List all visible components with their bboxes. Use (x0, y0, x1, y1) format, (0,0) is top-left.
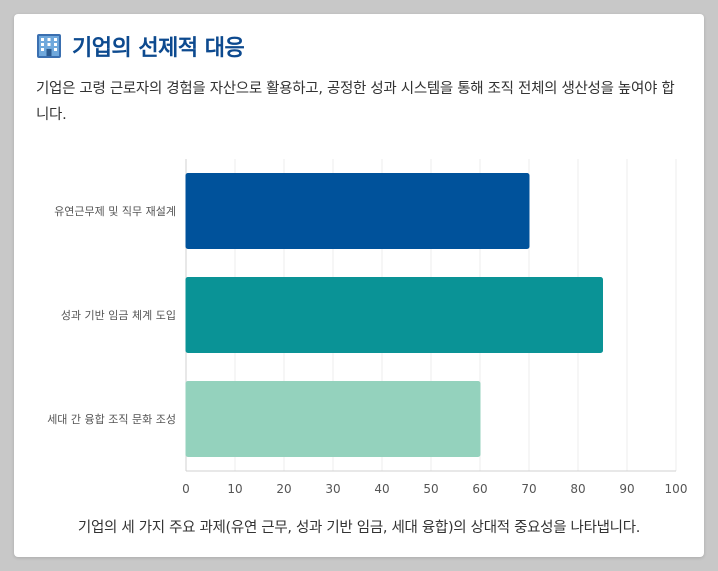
x-tick-label: 50 (423, 482, 438, 496)
y-tick-label: 성과 기반 임금 체계 도입 (61, 309, 176, 322)
bar (185, 277, 603, 353)
chart-caption: 기업의 세 가지 주요 과제(유연 근무, 성과 기반 임금, 세대 융합)의 … (77, 520, 641, 536)
x-tick-label: 0 (182, 482, 190, 496)
bar (185, 381, 481, 457)
x-tick-label: 100 (665, 482, 688, 496)
y-tick-label: 세대 간 융합 조직 문화 조성 (47, 413, 176, 426)
x-tick-label: 30 (325, 482, 340, 496)
x-tick-label: 20 (276, 482, 291, 496)
y-tick-label: 유연근무제 및 직무 재설계 (54, 205, 176, 218)
building-icon (37, 34, 61, 58)
x-tick-label: 70 (521, 482, 536, 496)
x-tick-label: 80 (570, 482, 585, 496)
title-row: 기업의 선제적 대응 (36, 30, 245, 62)
x-tick-label: 10 (227, 482, 242, 496)
bar (185, 173, 530, 249)
x-tick-label: 90 (619, 482, 634, 496)
x-tick-label: 40 (374, 482, 389, 496)
page-title: 기업의 선제적 대응 (72, 36, 245, 61)
description-text: 기업은 고령 근로자의 경험을 자산으로 활용하고, 공정한 성과 시스템을 통… (36, 81, 675, 123)
x-tick-label: 60 (472, 482, 487, 496)
content-card: 기업의 선제적 대응 기업은 고령 근로자의 경험을 자산으로 활용하고, 공정… (14, 14, 704, 557)
